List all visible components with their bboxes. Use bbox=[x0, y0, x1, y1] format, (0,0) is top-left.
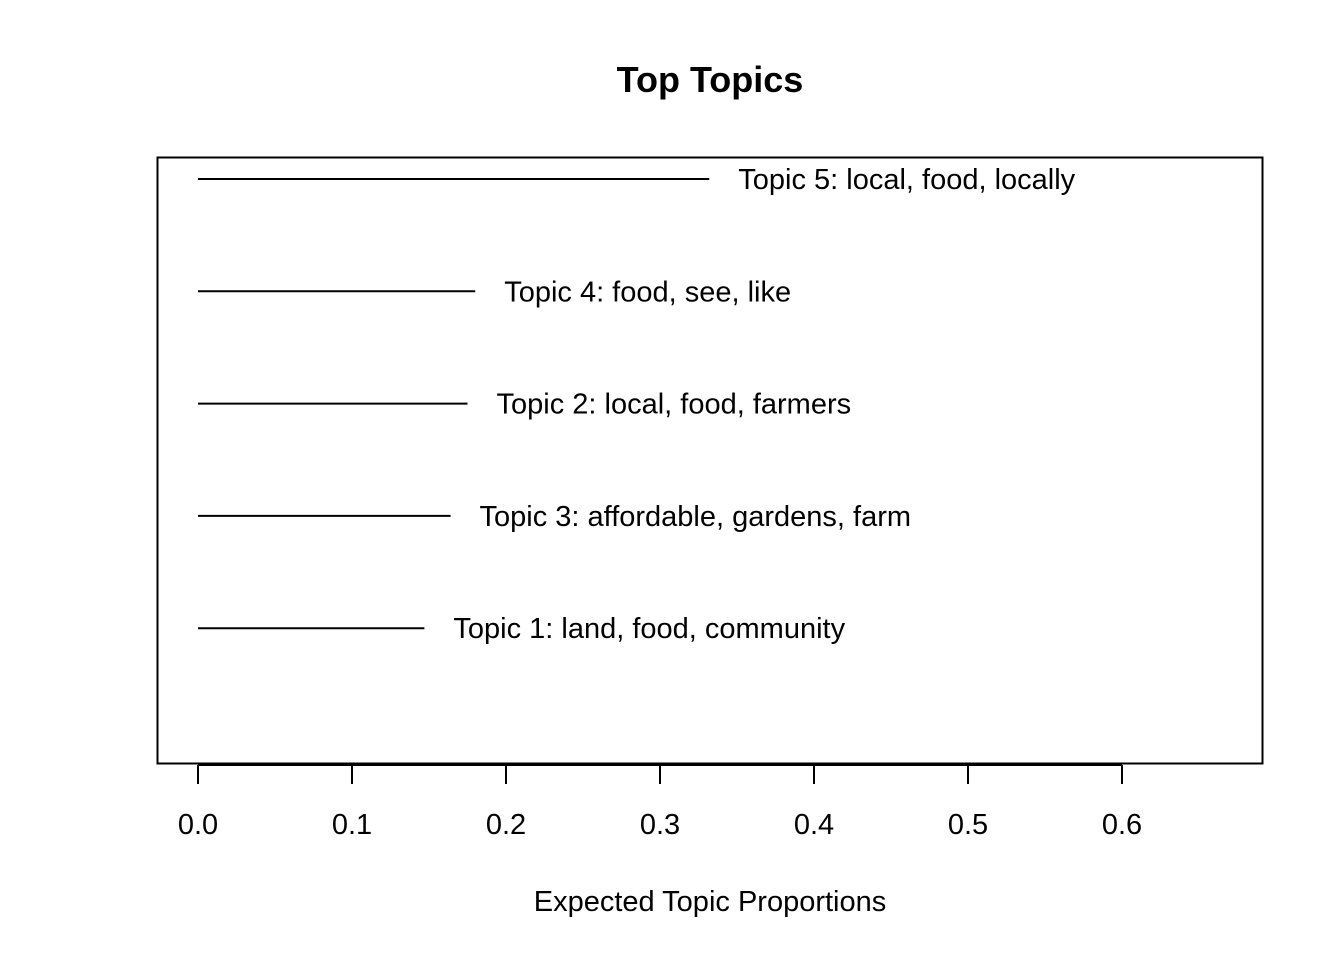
topic-label: Topic 1: land, food, community bbox=[453, 613, 845, 645]
x-tick-label: 0.1 bbox=[332, 809, 372, 841]
x-axis: 0.0 0.1 0.2 0.3 0.4 0.5 0.6 bbox=[178, 764, 1142, 841]
x-tick-label: 0.5 bbox=[948, 809, 988, 841]
x-tick-label: 0.4 bbox=[794, 809, 834, 841]
x-tick-label: 0.2 bbox=[486, 809, 526, 841]
topic-label: Topic 4: food, see, like bbox=[504, 276, 791, 308]
topic-label: Topic 5: local, food, locally bbox=[738, 164, 1075, 196]
x-tick-label: 0.6 bbox=[1102, 809, 1142, 841]
topic-label: Topic 2: local, food, farmers bbox=[497, 389, 852, 421]
x-tick-label: 0.0 bbox=[178, 809, 218, 841]
topic-label: Topic 3: affordable, gardens, farm bbox=[480, 501, 912, 533]
bars-layer: Topic 5: local, food, locally Topic 4: fo… bbox=[198, 164, 1076, 645]
x-tick-label: 0.3 bbox=[640, 809, 680, 841]
x-axis-label: Expected Topic Proportions bbox=[534, 886, 887, 918]
plot-frame bbox=[156, 156, 1264, 765]
chart-title: Top Topics bbox=[617, 59, 804, 100]
